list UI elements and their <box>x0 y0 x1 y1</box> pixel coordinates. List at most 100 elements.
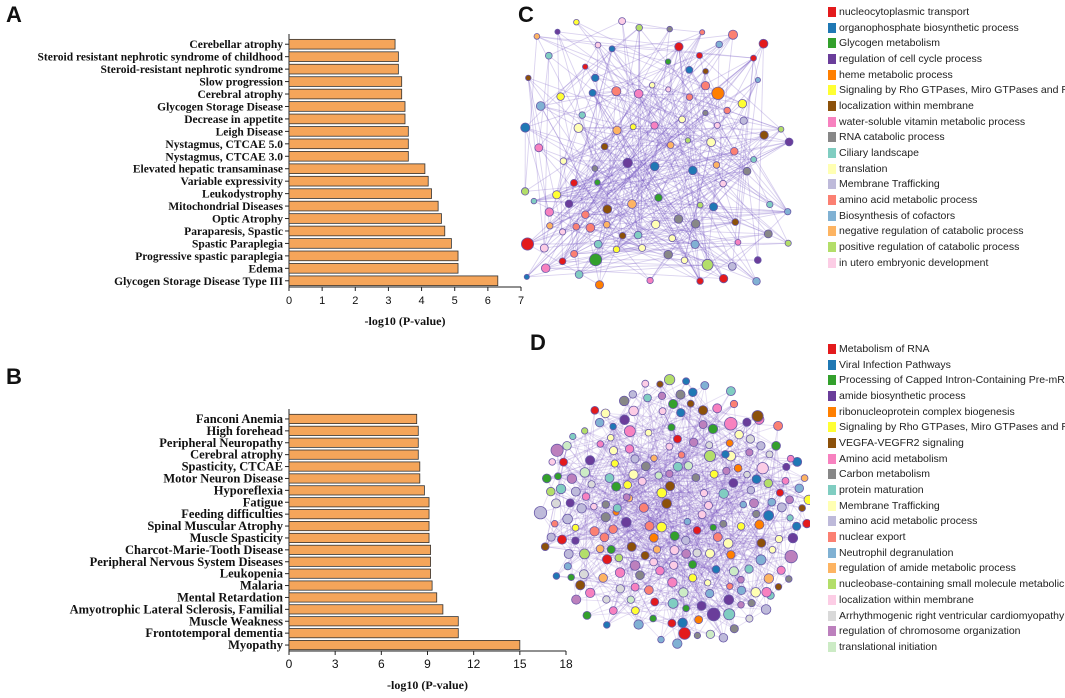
network-d-edge <box>605 487 800 518</box>
chart-b-bar <box>288 413 418 424</box>
legend-d-swatch <box>828 579 836 590</box>
network-d-edge <box>723 493 762 544</box>
network-d-edge <box>551 526 662 538</box>
network-d-edge <box>609 477 742 581</box>
network-d-edge <box>628 497 770 579</box>
network-d-edge <box>677 438 715 475</box>
network-d-node <box>775 488 784 497</box>
network-c-edge <box>592 92 657 225</box>
network-d-node <box>608 524 618 534</box>
network-c-node <box>702 109 709 117</box>
network-c-edge <box>562 84 653 262</box>
network-c-edge <box>616 96 690 250</box>
legend-c-swatch <box>828 6 836 17</box>
network-d-node <box>785 575 793 583</box>
network-c-edge <box>689 97 709 265</box>
legend-c-item: water-soluble vitamin metabolic process <box>828 114 1065 130</box>
network-c-node <box>603 220 611 229</box>
network-c-node <box>668 234 677 243</box>
network-c-node <box>521 187 530 196</box>
network-c-node <box>556 92 565 101</box>
network-d-edge <box>746 474 767 610</box>
network-d-node <box>557 534 568 545</box>
network-d-edge <box>602 498 630 579</box>
chart-a-x-tick-label: 7 <box>518 295 524 307</box>
network-d-edge <box>683 578 769 593</box>
network-d-edge <box>669 473 724 525</box>
network-c-edge <box>536 35 599 46</box>
network-c-node <box>651 219 661 229</box>
chart-a-bar <box>288 51 399 62</box>
network-d-edge <box>584 553 684 593</box>
legend-c-item: Glycogen metabolism <box>828 35 1065 51</box>
network-c-edge <box>655 223 739 243</box>
network-c-node <box>784 239 792 247</box>
network-c-node <box>663 249 673 260</box>
network-c-edge <box>556 127 579 195</box>
network-c-edge <box>595 27 640 260</box>
network-c-edge <box>556 194 736 223</box>
legend-d-item: regulation of amide metabolic process <box>828 561 1065 577</box>
network-c-edge <box>544 112 706 249</box>
chart-a-bar <box>288 163 426 174</box>
network-d-edge <box>676 415 759 644</box>
network-c-node <box>752 277 761 286</box>
chart-b-category-label: Muscle Weakness <box>189 614 283 628</box>
network-c-edge <box>651 84 789 213</box>
network-c-node <box>750 54 757 62</box>
legend-c-swatch <box>828 22 836 33</box>
legend-c-label: Glycogen metabolism <box>839 37 940 50</box>
network-c-edge <box>658 197 757 282</box>
network-d-node <box>562 513 573 525</box>
network-d-node <box>628 405 639 417</box>
network-c-edge <box>545 130 618 269</box>
network-d-edge <box>649 453 726 527</box>
chart-a-bar <box>288 126 409 137</box>
network-c-edge <box>707 164 717 265</box>
chart-b-x-tick-label: 9 <box>424 657 431 671</box>
network-d-node <box>629 560 641 571</box>
network-d-node <box>683 517 692 526</box>
network-d-node <box>785 495 794 505</box>
network-c-edge <box>631 112 706 205</box>
network-d-edge <box>585 412 682 497</box>
network-c-edge <box>705 71 789 244</box>
network-d-edge <box>647 397 731 587</box>
legend-c-label: Biosynthesis of cofactors <box>839 209 956 222</box>
network-d-node <box>668 399 679 410</box>
network-d-edge <box>661 461 798 528</box>
network-d-node <box>640 550 650 560</box>
legend-c-item: Membrane Trafficking <box>828 177 1065 193</box>
network-d-edge <box>619 492 663 589</box>
network-d-edge <box>644 383 684 593</box>
network-d-node <box>707 423 719 435</box>
legend-d-item: Neutrophil degranulation <box>828 545 1065 561</box>
network-d-node <box>706 607 721 622</box>
network-d-edge <box>599 443 709 584</box>
network-d-edge <box>685 543 729 609</box>
network-c-edge <box>699 55 718 126</box>
network-c-edge <box>688 69 755 160</box>
network-c-edge <box>604 144 671 148</box>
network-d-node <box>744 564 754 574</box>
chart-b-category-label: Fanconi Anemia <box>196 412 284 426</box>
legend-d-label: Processing of Capped Intron-Containing P… <box>839 374 1065 387</box>
network-c-edge <box>700 204 789 244</box>
network-d-edge <box>692 542 762 579</box>
network-d-node <box>595 544 605 554</box>
network-d-edge <box>659 384 688 522</box>
network-d-node <box>698 420 708 429</box>
network-d-node <box>669 560 679 570</box>
chart-a-category-label: Spastic Paraplegia <box>192 238 283 250</box>
network-d-node <box>776 565 786 575</box>
network-d-edge <box>631 477 697 548</box>
network-c-edge <box>638 93 656 167</box>
network-c-edge <box>597 44 754 59</box>
network-d-edge <box>633 410 670 447</box>
network-d-node <box>533 506 548 520</box>
network-d-edge <box>610 549 714 615</box>
chart-b-bar <box>288 592 438 603</box>
network-d-edge <box>771 425 779 503</box>
network-d-edge <box>545 455 731 548</box>
network-d-node <box>661 498 673 509</box>
